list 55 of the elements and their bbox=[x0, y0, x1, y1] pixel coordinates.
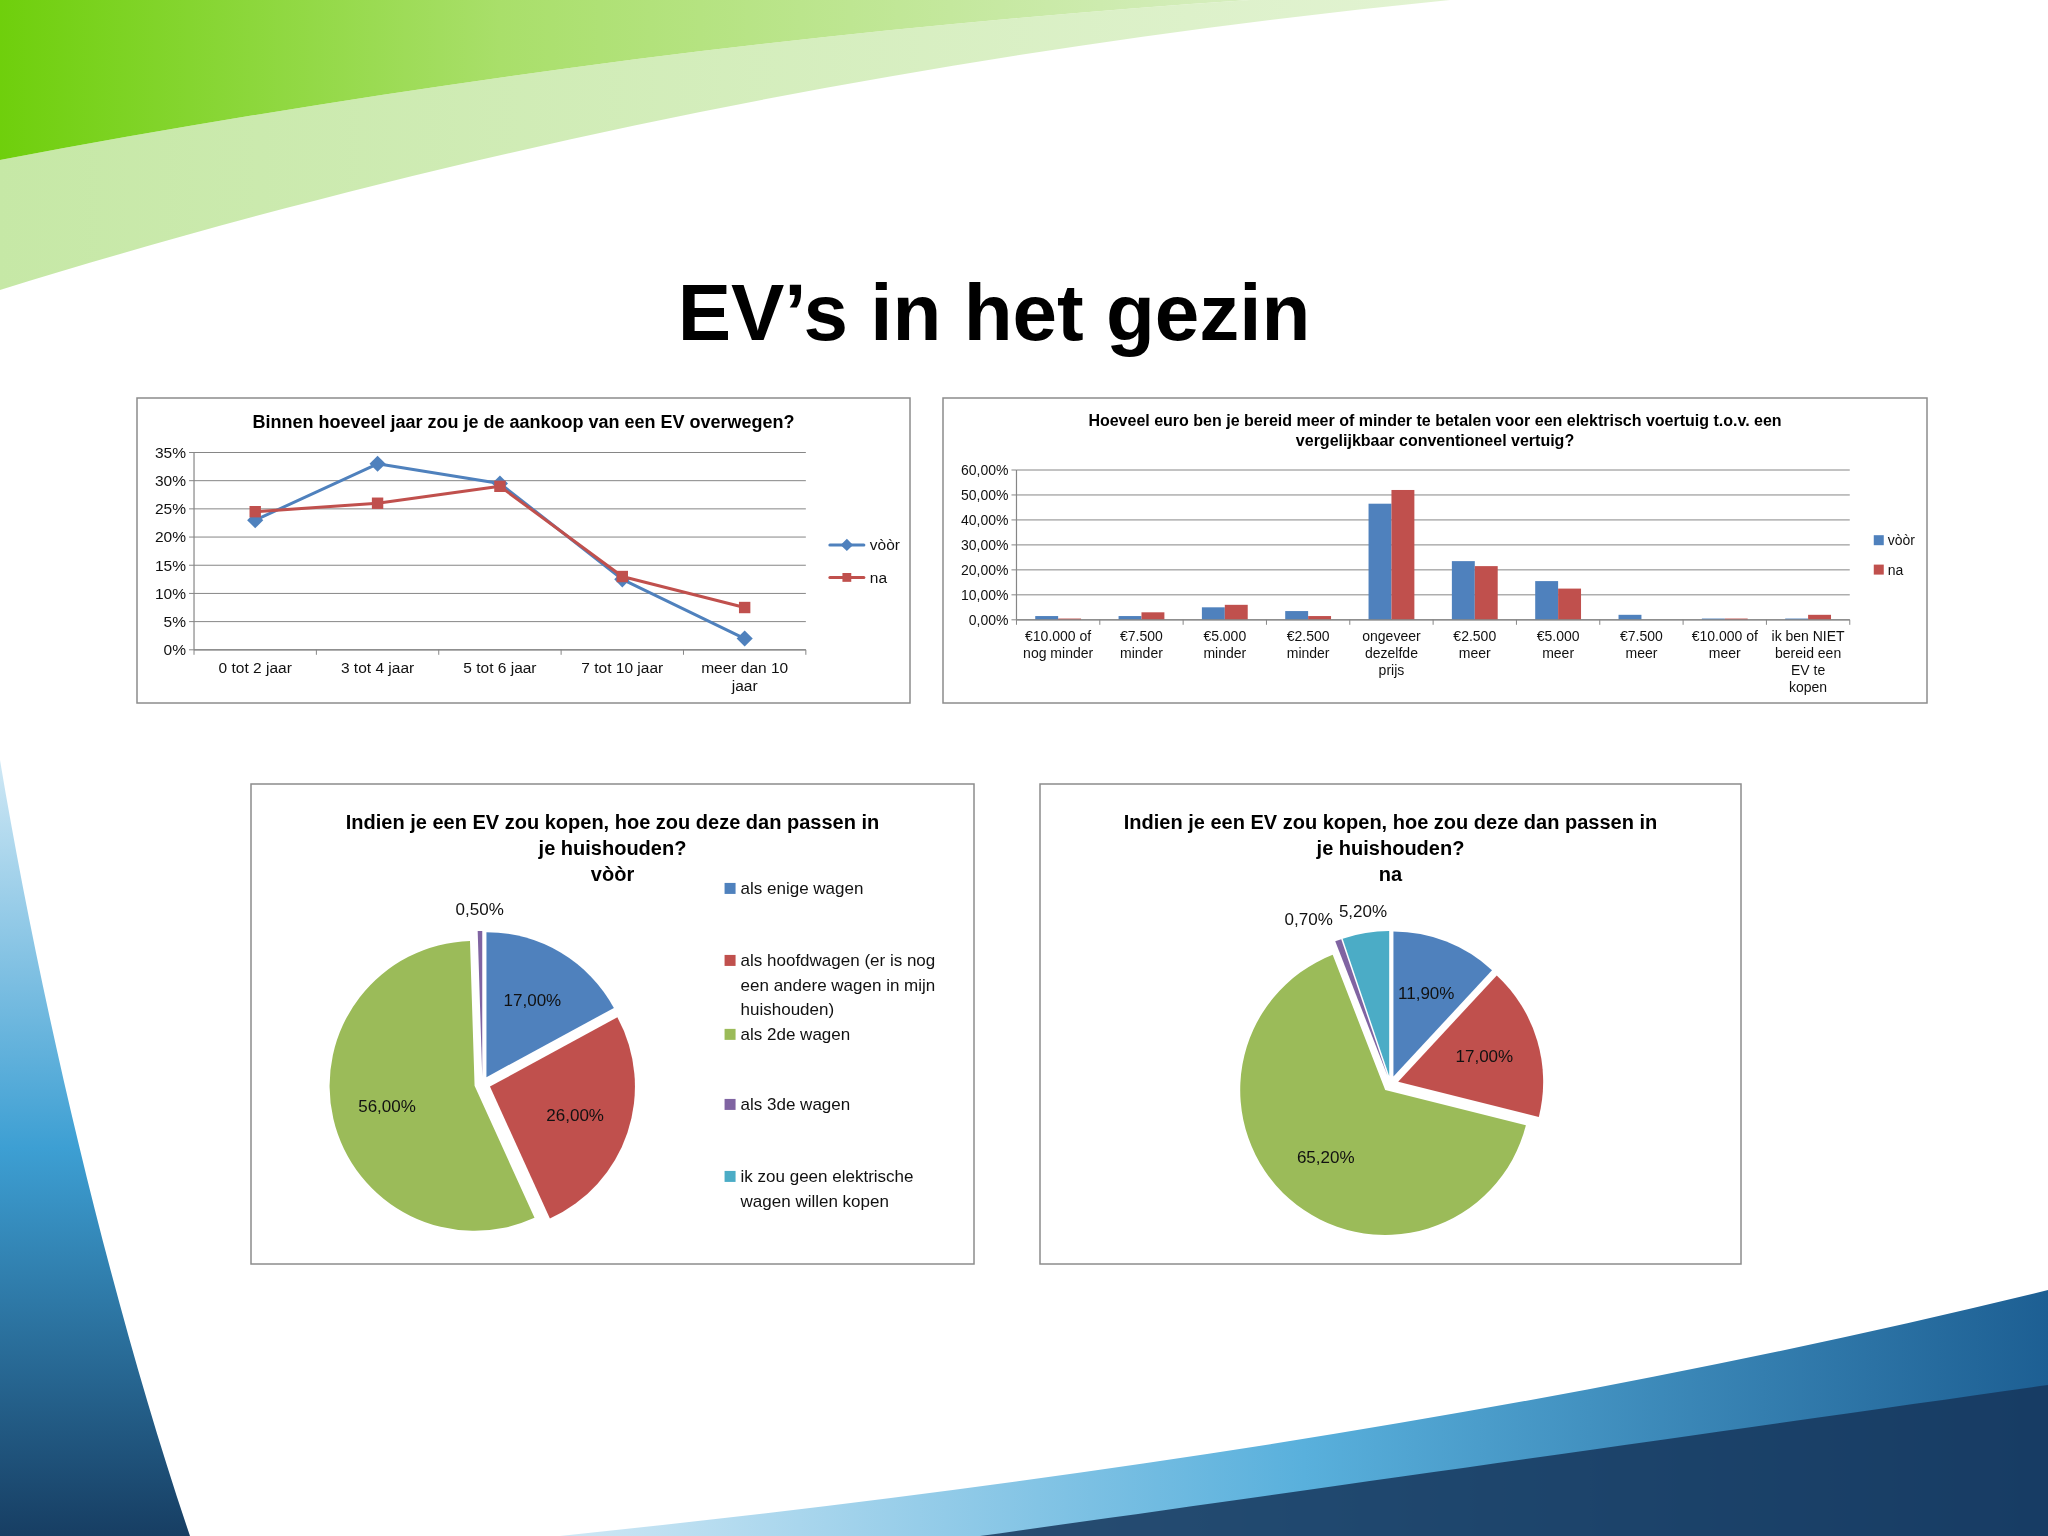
y-tick-label: 40,00% bbox=[961, 511, 1009, 528]
data-label: 65,20% bbox=[1296, 1148, 1355, 1168]
chart-title: Hoeveel euro ben je bereid meer of minder te betalen voor een elektrisch voertuig t.o.v. een vergelijkbaar conventioneel vertuig? bbox=[1088, 412, 1782, 449]
data-label: 56,00% bbox=[358, 1097, 416, 1117]
y-tick-label: 30,00% bbox=[961, 536, 1009, 553]
x-tick-label: 0 tot 2 jaar bbox=[218, 658, 292, 676]
x-tick-label: €5.000 meer bbox=[1536, 628, 1580, 661]
data-label: 17,00% bbox=[503, 990, 562, 1010]
legend-label: ik zou geen elektrische wagen willen kopen bbox=[739, 1166, 914, 1211]
x-tick-label: €10.000 of nog minder bbox=[1023, 628, 1094, 661]
data-label: 0,50% bbox=[455, 900, 504, 920]
legend-label: als 3de wagen bbox=[740, 1094, 851, 1114]
legend-label: als 2de wagen bbox=[740, 1024, 851, 1044]
x-tick-label: meer dan 10 jaar bbox=[701, 658, 789, 695]
y-tick-label: 20% bbox=[154, 528, 187, 546]
x-tick-label: €2.500 minder bbox=[1286, 628, 1330, 661]
legend-label: als enige wagen bbox=[740, 878, 864, 898]
y-tick-label: 10% bbox=[154, 584, 187, 602]
y-tick-label: 0% bbox=[163, 641, 187, 659]
data-label: 11,90% bbox=[1398, 983, 1455, 1003]
data-label: 26,00% bbox=[546, 1106, 605, 1126]
chart-title: Binnen hoeveel jaar zou je de aankoop van een EV overwegen? bbox=[252, 412, 795, 432]
y-tick-label: 50,00% bbox=[961, 486, 1009, 503]
y-tick-label: 0,00% bbox=[968, 611, 1009, 628]
x-tick-label: 3 tot 4 jaar bbox=[340, 658, 415, 676]
chart-title: Indien je een EV zou kopen, hoe zou deze dan passen in je huishouden? bbox=[1123, 811, 1658, 859]
legend-label: na bbox=[869, 568, 888, 586]
x-tick-label: 5 tot 6 jaar bbox=[463, 658, 537, 676]
x-tick-label: €5.000 minder bbox=[1203, 628, 1247, 661]
data-label: 5,20% bbox=[1338, 902, 1388, 922]
y-tick-label: 60,00% bbox=[961, 461, 1009, 478]
y-tick-label: 35% bbox=[154, 443, 187, 461]
x-tick-label: ongeveer dezelfde prijs bbox=[1362, 628, 1421, 678]
legend-label: vòòr bbox=[1887, 532, 1916, 549]
x-tick-label: €2.500 meer bbox=[1453, 628, 1497, 661]
text: vòòr bbox=[590, 863, 635, 885]
y-tick-label: 25% bbox=[154, 500, 187, 518]
legend-label: als hoofdwagen (er is nog een andere wagen in mijn huishouden) bbox=[740, 950, 936, 1020]
y-tick-label: 5% bbox=[163, 613, 187, 631]
x-tick-label: ik ben NIET bereid een EV te kopen bbox=[1771, 628, 1846, 695]
chart-subtitle: na bbox=[1378, 863, 1404, 885]
y-tick-label: 30% bbox=[154, 472, 187, 490]
legend-label: vòòr bbox=[869, 536, 900, 554]
y-tick-label: 20,00% bbox=[961, 561, 1009, 578]
x-tick-label: €7.500 meer bbox=[1620, 628, 1664, 661]
x-tick-label: €10.000 of meer bbox=[1691, 628, 1758, 661]
legend-label: na bbox=[1887, 561, 1904, 578]
data-label: 17,00% bbox=[1455, 1047, 1514, 1067]
x-tick-label: €7.500 minder bbox=[1120, 628, 1164, 661]
text: EV’s in het gezin bbox=[677, 268, 1311, 357]
x-tick-label: 7 tot 10 jaar bbox=[581, 658, 664, 676]
text: Indien je een EV zou kopen, hoe zou deze dan passen in je huishouden? bbox=[345, 811, 880, 859]
y-tick-label: 10,00% bbox=[961, 586, 1009, 603]
data-label: 0,70% bbox=[1284, 910, 1333, 930]
y-tick-label: 15% bbox=[154, 556, 187, 574]
